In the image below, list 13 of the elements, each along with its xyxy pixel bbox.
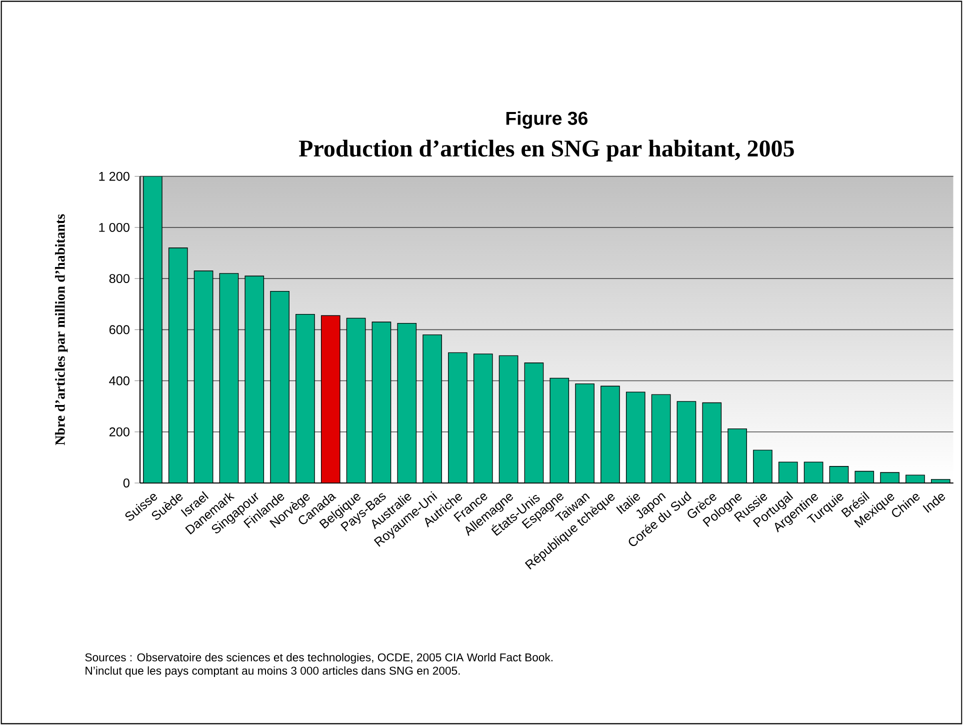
y-tick-label: 0 [123,478,130,488]
chart-title: Figure 36 [506,111,588,129]
y-tick-label: 800 [109,274,130,284]
y-tick-label: 200 [109,427,130,436]
y-tick-label: 1 000 [99,222,130,232]
x-tick-label: Inde [922,494,945,513]
chart-subtitle: Production d’articles en SNG par habitant, 2005 [298,140,794,162]
source-note: Sources : Observatoire des sciences et des technologies, OCDE, 2005 CIA World Fact Book. [85,653,552,664]
y-tick-label: 600 [109,325,130,334]
y-axis-title: Nbre d’articles par million d’habitants [55,214,68,446]
y-tick-label: 400 [109,376,130,386]
y-tick-label: 1 200 [99,172,130,181]
text: N’inclut que les pays comptant au moins 3 000 articles dans SNG en 2005. [86,666,460,677]
